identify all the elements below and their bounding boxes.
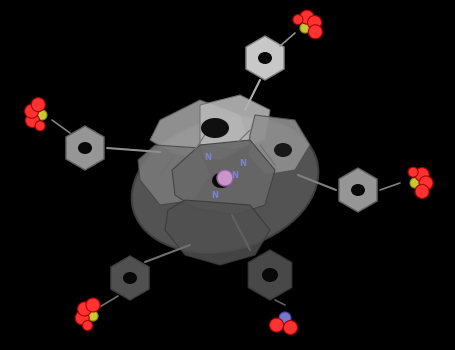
- Circle shape: [31, 98, 45, 112]
- Polygon shape: [248, 250, 292, 300]
- Circle shape: [308, 25, 322, 39]
- Circle shape: [283, 321, 298, 335]
- Circle shape: [300, 10, 314, 24]
- Ellipse shape: [212, 172, 232, 188]
- Circle shape: [269, 318, 283, 332]
- Polygon shape: [339, 168, 377, 212]
- Circle shape: [82, 321, 92, 330]
- Circle shape: [410, 178, 420, 188]
- Polygon shape: [138, 145, 210, 205]
- Ellipse shape: [274, 143, 292, 157]
- Text: N: N: [204, 154, 212, 162]
- Ellipse shape: [351, 184, 365, 196]
- Circle shape: [300, 23, 310, 33]
- Circle shape: [279, 312, 291, 324]
- Polygon shape: [248, 115, 310, 175]
- Polygon shape: [246, 36, 284, 80]
- Text: N: N: [239, 159, 247, 168]
- Circle shape: [86, 298, 100, 312]
- Polygon shape: [200, 95, 270, 150]
- Circle shape: [217, 170, 233, 186]
- Circle shape: [37, 110, 47, 120]
- Circle shape: [408, 167, 418, 177]
- Text: N: N: [212, 190, 218, 199]
- Circle shape: [35, 121, 45, 131]
- Ellipse shape: [258, 52, 272, 64]
- Circle shape: [77, 302, 91, 316]
- Ellipse shape: [78, 142, 92, 154]
- Circle shape: [419, 176, 433, 190]
- Polygon shape: [150, 100, 250, 160]
- Text: N: N: [232, 170, 238, 180]
- Ellipse shape: [262, 268, 278, 282]
- Circle shape: [25, 113, 40, 127]
- Ellipse shape: [201, 118, 229, 138]
- Polygon shape: [111, 256, 149, 300]
- Circle shape: [293, 15, 303, 24]
- Circle shape: [415, 168, 429, 182]
- Ellipse shape: [123, 272, 137, 284]
- Polygon shape: [165, 200, 270, 265]
- Polygon shape: [66, 126, 104, 170]
- Circle shape: [25, 104, 39, 118]
- Circle shape: [88, 311, 98, 321]
- Circle shape: [308, 15, 322, 29]
- Circle shape: [75, 311, 89, 325]
- Polygon shape: [172, 140, 275, 215]
- Circle shape: [415, 184, 429, 198]
- Ellipse shape: [131, 118, 318, 252]
